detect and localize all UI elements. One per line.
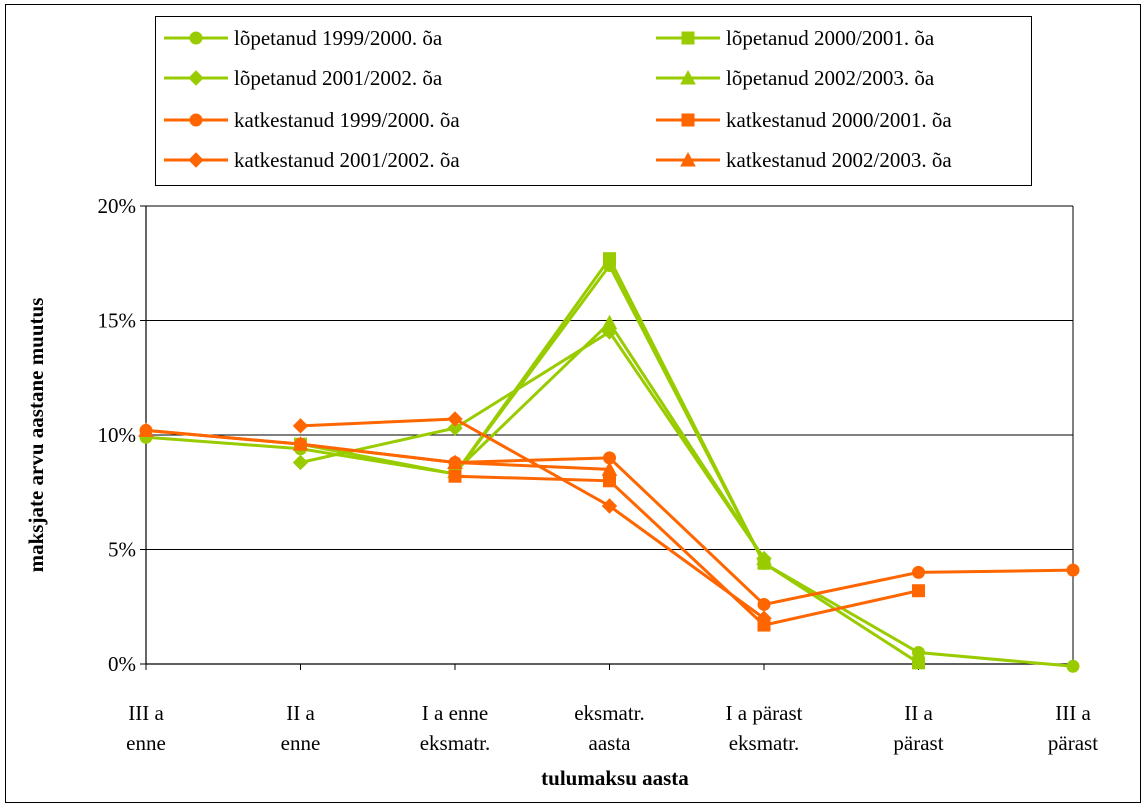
axes: [140, 205, 1074, 670]
legend-label: katkestanud 1999/2000. õa: [234, 107, 460, 132]
x-tick-label: I a enne eksmatr.: [420, 701, 491, 755]
series-7: [138, 422, 618, 476]
x-tick-label: eksmatr. aasta: [574, 701, 645, 755]
series-2: [292, 324, 772, 567]
legend-label: katkestanud 2000/2001. õa: [726, 107, 952, 132]
y-tick-label: 10%: [98, 423, 137, 447]
legend-item-0: lõpetanud 1999/2000. õa: [164, 21, 442, 55]
data-point-triangle: [601, 314, 618, 330]
series-line: [454, 474, 919, 627]
data-point-circle: [1066, 563, 1080, 577]
legend-swatch-marker: [189, 113, 203, 127]
series-4: [139, 423, 1080, 611]
legend-swatch-marker: [680, 69, 696, 85]
data-point-square: [912, 584, 925, 598]
data-point-triangle: [601, 461, 618, 476]
data-point-square: [912, 656, 925, 670]
data-point-diamond: [292, 454, 309, 471]
legend-swatch-marker: [681, 113, 695, 127]
legend-swatch-diamond-icon: [164, 70, 228, 86]
data-point-square: [603, 252, 616, 266]
data-point-circle: [912, 565, 925, 579]
x-axis-label: tulumaksu aasta: [541, 766, 689, 790]
y-tick-label: 5%: [108, 538, 136, 562]
legend-swatch-square-icon: [656, 113, 720, 127]
legend-label: lõpetanud 2001/2002. õa: [234, 65, 443, 90]
legend-swatch-marker: [188, 152, 204, 168]
data-point-triangle: [138, 422, 154, 437]
legend-swatch-triangle-icon: [656, 151, 720, 167]
data-point-square: [448, 469, 462, 483]
data-point-diamond: [601, 498, 618, 514]
y-axis-label: maksjate arvu aastane muutus: [24, 298, 48, 573]
legend-swatch-marker: [189, 31, 203, 45]
chart-frame: [5, 4, 1141, 803]
data-point-circle: [757, 597, 771, 611]
legend-item-3: lõpetanud 2002/2003. õa: [656, 61, 934, 95]
series-line: [300, 329, 766, 560]
legend-swatch-triangle-icon: [656, 69, 720, 85]
legend-item-6: katkestanud 2001/2002. õa: [164, 143, 460, 177]
data-point-diamond: [447, 420, 463, 436]
x-tick-label: III a enne: [126, 701, 166, 755]
legend-swatch-marker: [188, 70, 204, 86]
legend-label: katkestanud 2001/2002. õa: [234, 147, 460, 172]
series-line: [145, 428, 610, 471]
legend-label: lõpetanud 2002/2003. õa: [726, 65, 935, 90]
x-tick-label: II a enne: [281, 701, 321, 755]
legend: lõpetanud 1999/2000. õa lõpetanud 2000/2…: [155, 16, 1032, 186]
legend-item-7: katkestanud 2002/2003. õa: [656, 143, 952, 177]
series-line: [453, 320, 766, 560]
series-6: [292, 411, 772, 626]
data-point-triangle: [447, 454, 463, 469]
legend-item-5: katkestanud 2000/2001. õa: [656, 103, 952, 137]
x-tick-label: III a pärast: [1048, 701, 1098, 755]
x-tick-label: I a pärast eksmatr.: [726, 701, 803, 755]
data-point-triangle: [292, 436, 309, 451]
legend-item-4: katkestanud 1999/2000. õa: [164, 103, 460, 137]
data-point-triangle: [756, 550, 772, 566]
tick-labels: 0% 5% 10% 15% 20% III a enne II a enne I a enne ek…: [98, 194, 1099, 755]
x-tick-label: II a pärast: [893, 701, 943, 755]
legend-item-2: lõpetanud 2001/2002. õa: [164, 61, 442, 95]
series-line: [300, 417, 765, 620]
legend-label: katkestanud 2002/2003. õa: [726, 147, 952, 172]
legend-swatch-square-icon: [656, 31, 720, 45]
legend-swatch-marker: [681, 31, 695, 45]
y-tick-label: 0%: [108, 652, 136, 676]
legend-swatch-circle-icon: [164, 31, 228, 45]
legend-swatch-circle-icon: [164, 113, 228, 127]
data-point-diamond: [447, 411, 463, 427]
data-point-diamond: [756, 610, 772, 626]
y-tick-label: 20%: [98, 194, 137, 218]
legend-swatch-diamond-icon: [164, 152, 228, 168]
legend-label: lõpetanud 1999/2000. õa: [234, 25, 443, 50]
series-5: [448, 469, 925, 632]
legend-swatch-marker: [680, 151, 696, 167]
legend-item-1: lõpetanud 2000/2001. õa: [656, 21, 934, 55]
y-tick-label: 15%: [98, 309, 137, 333]
data-point-circle: [1066, 659, 1080, 673]
data-point-diamond: [292, 418, 309, 434]
series-3: [447, 314, 772, 566]
legend-label: lõpetanud 2000/2001. õa: [726, 25, 935, 50]
series-layer: [138, 252, 1080, 673]
data-point-square: [603, 474, 616, 488]
